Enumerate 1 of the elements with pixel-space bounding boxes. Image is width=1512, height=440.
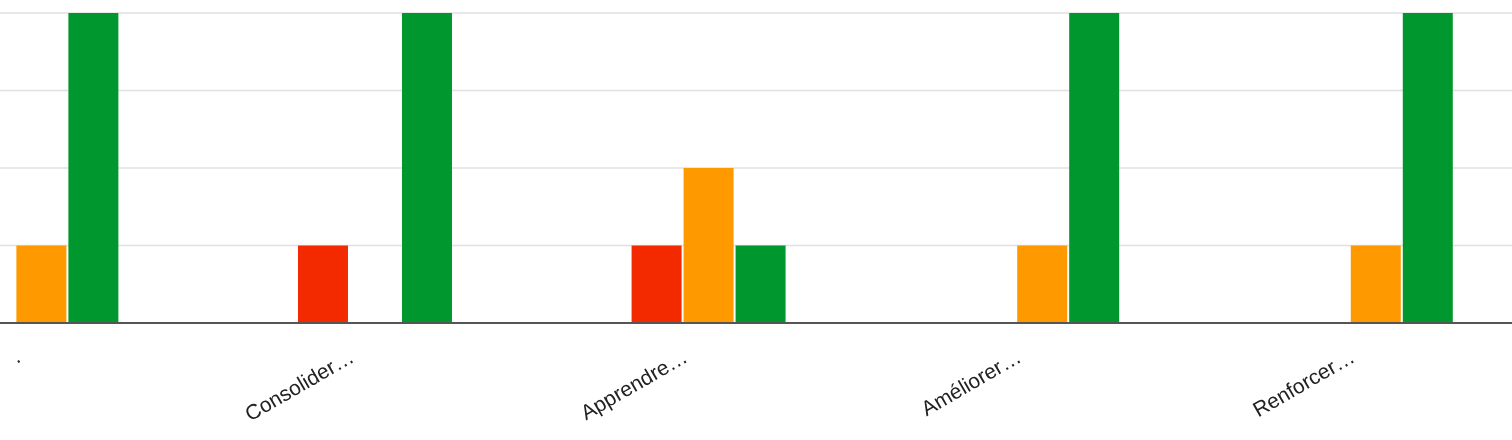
x-tick-label: . — [7, 344, 24, 368]
